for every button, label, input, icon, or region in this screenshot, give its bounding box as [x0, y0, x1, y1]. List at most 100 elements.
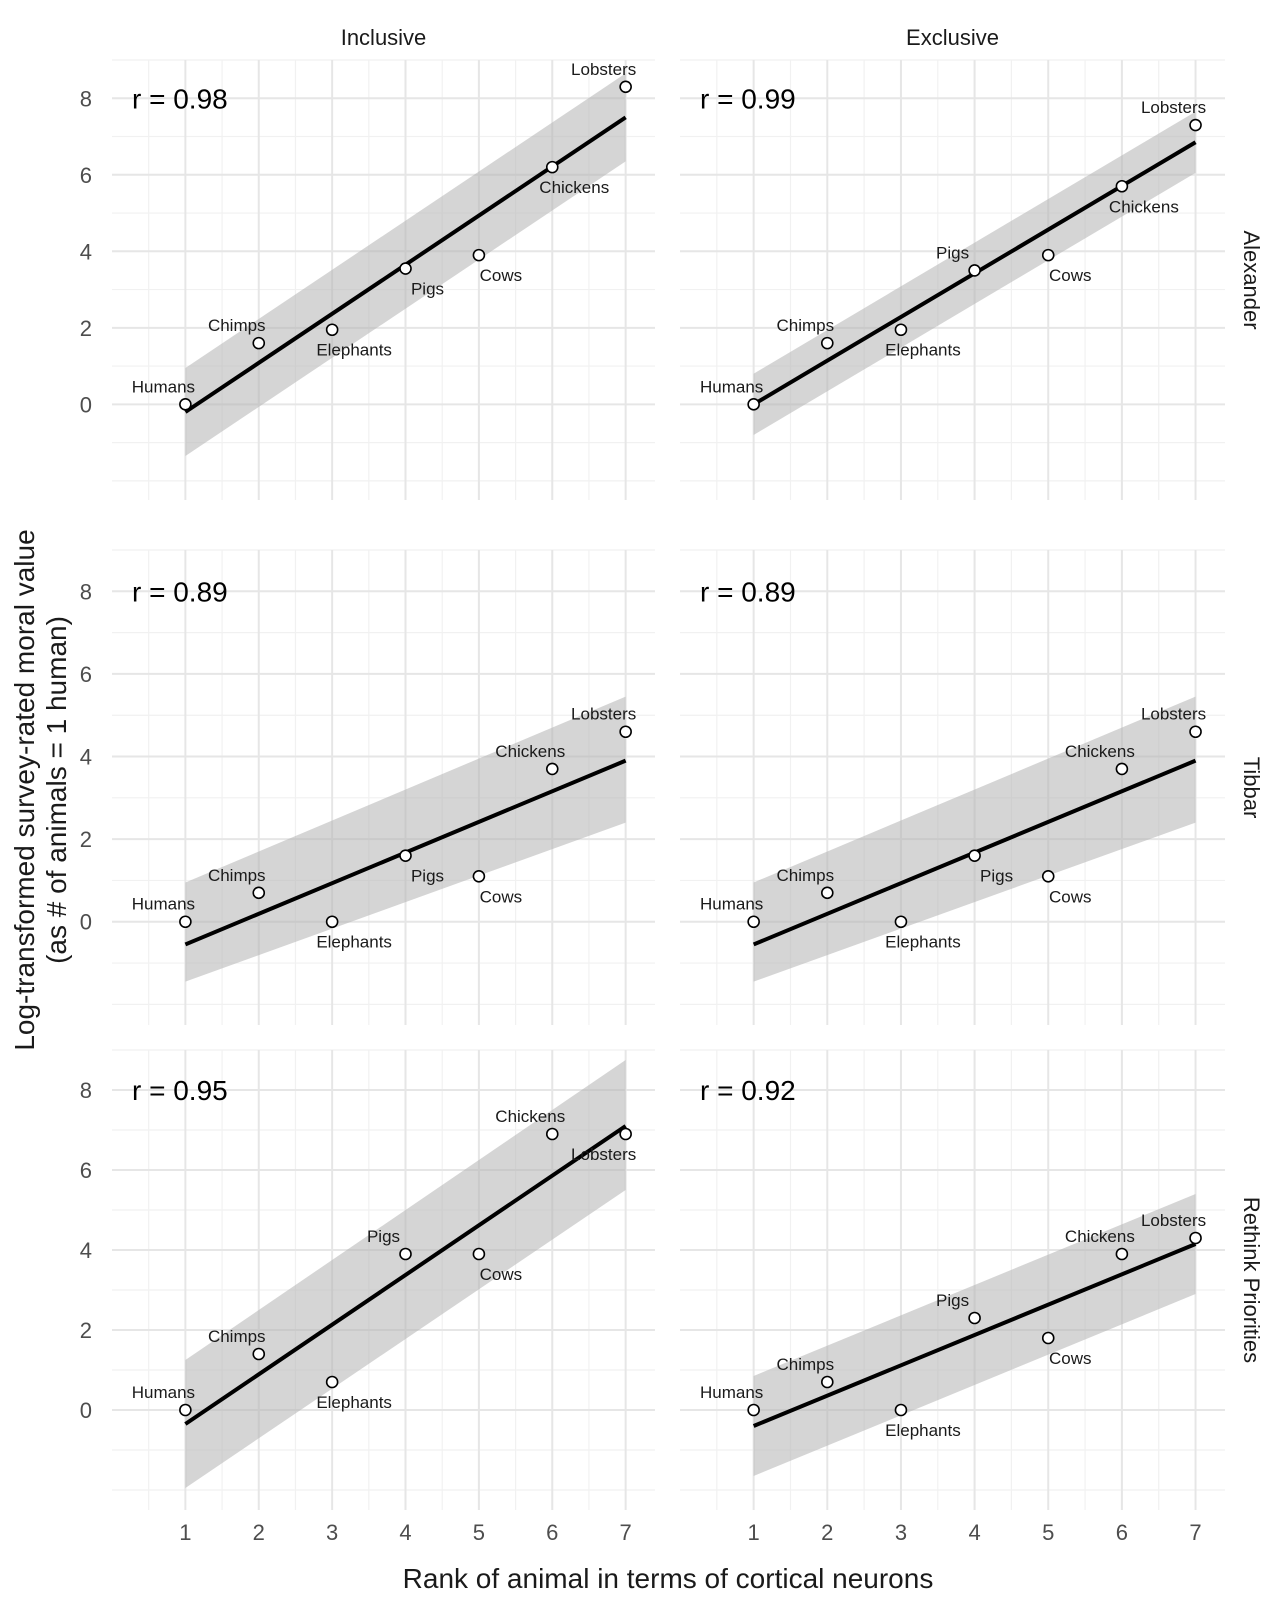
panel-alexander-exclusive: Humans Chimps Elephants Pigs Cows Chickens Lob… [680, 25, 1264, 500]
y-tick-label: 2 [80, 827, 92, 852]
correlation-label: r = 0.95 [132, 1075, 228, 1106]
x-tick-label: 3 [895, 1520, 907, 1545]
panel-alexander-inclusive: Humans Chimps Elephants Pigs Cows Chickens Lob… [80, 25, 655, 500]
correlation-label: r = 0.92 [700, 1075, 796, 1106]
data-point-cows [1041, 248, 1055, 262]
data-point-chickens [545, 762, 559, 776]
data-point-chimps [252, 1347, 266, 1361]
y-tick-label: 4 [80, 1238, 92, 1263]
y-tick-label: 8 [80, 86, 92, 111]
x-tick-label: 5 [473, 1520, 485, 1545]
x-tick-label: 4 [399, 1520, 411, 1545]
x-tick-label: 7 [620, 1520, 632, 1545]
data-point-cows [472, 248, 486, 262]
y-axis-title-line1: Log-transformed survey-rated moral value [9, 529, 40, 1050]
y-tick-label: 6 [80, 662, 92, 687]
point-label-chickens: Chickens [1065, 1227, 1135, 1246]
y-tick-label: 0 [80, 392, 92, 417]
point-label-humans: Humans [132, 1383, 195, 1402]
regression-line [752, 1242, 1197, 1428]
data-point-elephants [894, 1403, 908, 1417]
y-tick-label: 6 [80, 1158, 92, 1183]
data-point-elephants [325, 323, 339, 337]
data-point-chickens [1115, 179, 1129, 193]
data-point-chickens [1115, 1247, 1129, 1261]
data-point-pigs [399, 262, 412, 275]
x-tick-label: 2 [253, 1520, 265, 1545]
data-point-humans [179, 1403, 192, 1417]
row-strip-label: Tibbar [1239, 757, 1264, 819]
data-point-pigs [399, 1247, 412, 1261]
correlation-label: r = 0.98 [132, 83, 228, 114]
data-point-elephants [325, 915, 339, 929]
point-label-pigs: Pigs [367, 1227, 400, 1246]
x-tick-label: 4 [968, 1520, 980, 1545]
point-label-elephants: Elephants [316, 341, 392, 360]
data-point-chimps [820, 886, 834, 900]
point-label-lobsters: Lobsters [1141, 1211, 1206, 1230]
x-tick-label: 1 [748, 1520, 760, 1545]
y-axis-title-line2: (as # of animals = 1 human) [41, 616, 72, 964]
point-label-chimps: Chimps [208, 1327, 266, 1346]
point-label-humans: Humans [132, 377, 195, 396]
data-point-chickens [545, 1127, 559, 1141]
y-tick-label: 2 [80, 316, 92, 341]
data-point-pigs [399, 849, 412, 862]
point-label-pigs: Pigs [411, 280, 444, 299]
point-label-pigs: Pigs [936, 243, 969, 262]
correlation-label: r = 0.99 [700, 83, 796, 114]
point-label-humans: Humans [700, 1383, 763, 1402]
point-label-chickens: Chickens [1109, 197, 1179, 216]
point-label-lobsters: Lobsters [1141, 98, 1206, 117]
data-point-humans [747, 398, 760, 411]
point-label-pigs: Pigs [980, 867, 1013, 886]
point-label-humans: Humans [700, 377, 763, 396]
point-label-cows: Cows [1049, 1349, 1092, 1368]
row-strip-label: Rethink Priorities [1239, 1197, 1264, 1363]
correlation-label: r = 0.89 [700, 576, 796, 607]
data-point-lobsters [619, 80, 632, 94]
point-label-cows: Cows [1049, 887, 1092, 906]
data-point-elephants [894, 915, 908, 929]
point-label-pigs: Pigs [411, 867, 444, 886]
data-point-cows [472, 870, 486, 883]
point-label-lobsters: Lobsters [571, 705, 636, 724]
point-label-chimps: Chimps [776, 866, 834, 885]
x-tick-label: 7 [1189, 1520, 1201, 1545]
x-tick-label: 6 [546, 1520, 558, 1545]
point-label-elephants: Elephants [316, 1393, 392, 1412]
data-point-chickens [1115, 762, 1129, 776]
y-tick-label: 8 [80, 1078, 92, 1103]
point-label-chickens: Chickens [495, 1107, 565, 1126]
point-label-chickens: Chickens [539, 178, 609, 197]
data-point-humans [747, 915, 760, 929]
point-label-cows: Cows [480, 887, 523, 906]
regression-line [184, 1124, 627, 1426]
x-tick-label: 2 [821, 1520, 833, 1545]
row-strip-label: Alexander [1239, 230, 1264, 329]
correlation-label: r = 0.89 [132, 576, 228, 607]
data-point-humans [747, 1403, 760, 1417]
data-point-humans [179, 398, 192, 411]
y-tick-label: 6 [80, 163, 92, 188]
point-label-chimps: Chimps [776, 316, 834, 335]
panel-rethink-priorities-inclusive: Humans Chimps Elephants Pigs Cows Chickens Lob… [80, 1049, 655, 1545]
point-label-elephants: Elephants [885, 1421, 961, 1440]
data-point-pigs [968, 1311, 981, 1325]
point-label-lobsters: Lobsters [571, 60, 636, 79]
panel-tibbar-exclusive: Humans Chimps Elephants Pigs Cows Chickens Lob… [680, 549, 1264, 1025]
data-point-elephants [325, 1375, 339, 1389]
confidence-band [185, 696, 626, 982]
data-point-lobsters [1189, 1231, 1202, 1245]
panel-tibbar-inclusive: Humans Chimps Elephants Pigs Cows Chickens Lob… [80, 549, 655, 1025]
point-label-chickens: Chickens [1065, 742, 1135, 761]
y-tick-label: 8 [80, 579, 92, 604]
point-label-chimps: Chimps [208, 866, 266, 885]
y-tick-label: 4 [80, 745, 92, 770]
data-point-cows [1041, 870, 1055, 883]
data-point-chickens [545, 160, 559, 174]
x-tick-label: 1 [179, 1520, 191, 1545]
data-point-chimps [252, 886, 266, 900]
point-label-elephants: Elephants [885, 933, 961, 952]
